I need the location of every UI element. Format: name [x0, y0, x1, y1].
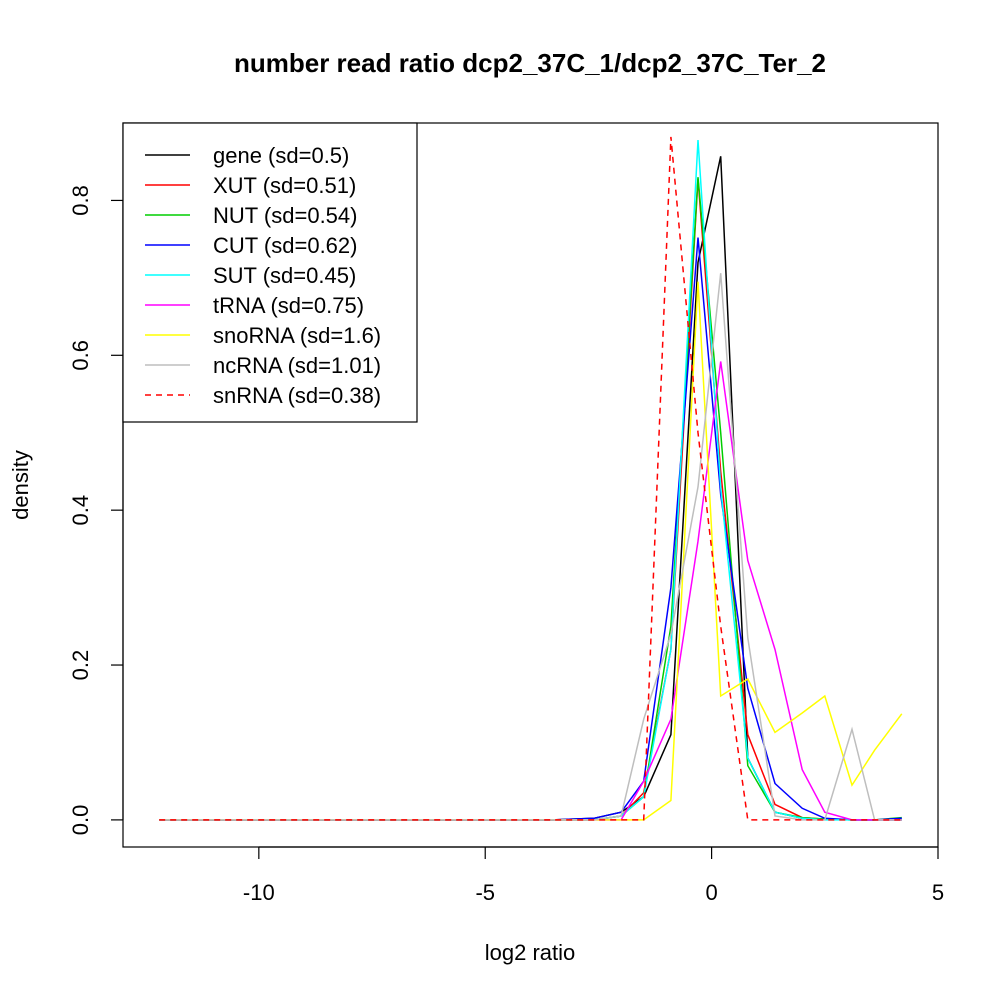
legend-label: CUT (sd=0.62): [213, 233, 357, 258]
y-tick-label: 0.0: [68, 805, 93, 836]
y-tick-label: 0.6: [68, 340, 93, 371]
legend: gene (sd=0.5) XUT (sd=0.51) NUT (sd=0.54) C…: [122, 122, 418, 423]
series-line-8: [159, 136, 902, 821]
x-tick-label: -5: [475, 880, 495, 905]
legend-label: snRNA (sd=0.38): [213, 383, 381, 408]
legend-label: gene (sd=0.5): [213, 143, 349, 168]
x-tick-label: -10: [243, 880, 275, 905]
legend-label: ncRNA (sd=1.01): [213, 353, 381, 378]
legend-label: SUT (sd=0.45): [213, 263, 356, 288]
y-tick-label: 0.4: [68, 495, 93, 526]
legend-label: tRNA (sd=0.75): [213, 293, 364, 318]
y-axis-label: density: [8, 450, 33, 520]
legend-label: XUT (sd=0.51): [213, 173, 356, 198]
legend-label: snoRNA (sd=1.6): [213, 323, 381, 348]
legend-box: [122, 122, 418, 423]
y-axis: 0.0 0.2 0.4 0.6 0.8: [68, 185, 124, 836]
x-axis-label: log2 ratio: [485, 940, 576, 965]
y-tick-label: 0.8: [68, 185, 93, 216]
x-tick-label: 0: [705, 880, 717, 905]
y-tick-label: 0.2: [68, 650, 93, 681]
chart-title: number read ratio dcp2_37C_1/dcp2_37C_Te…: [234, 48, 826, 78]
x-axis: -10 -5 0 5: [243, 846, 944, 905]
series-line-7: [159, 273, 902, 821]
series-lines: [159, 136, 903, 821]
legend-label: NUT (sd=0.54): [213, 203, 357, 228]
x-tick-label: 5: [932, 880, 944, 905]
